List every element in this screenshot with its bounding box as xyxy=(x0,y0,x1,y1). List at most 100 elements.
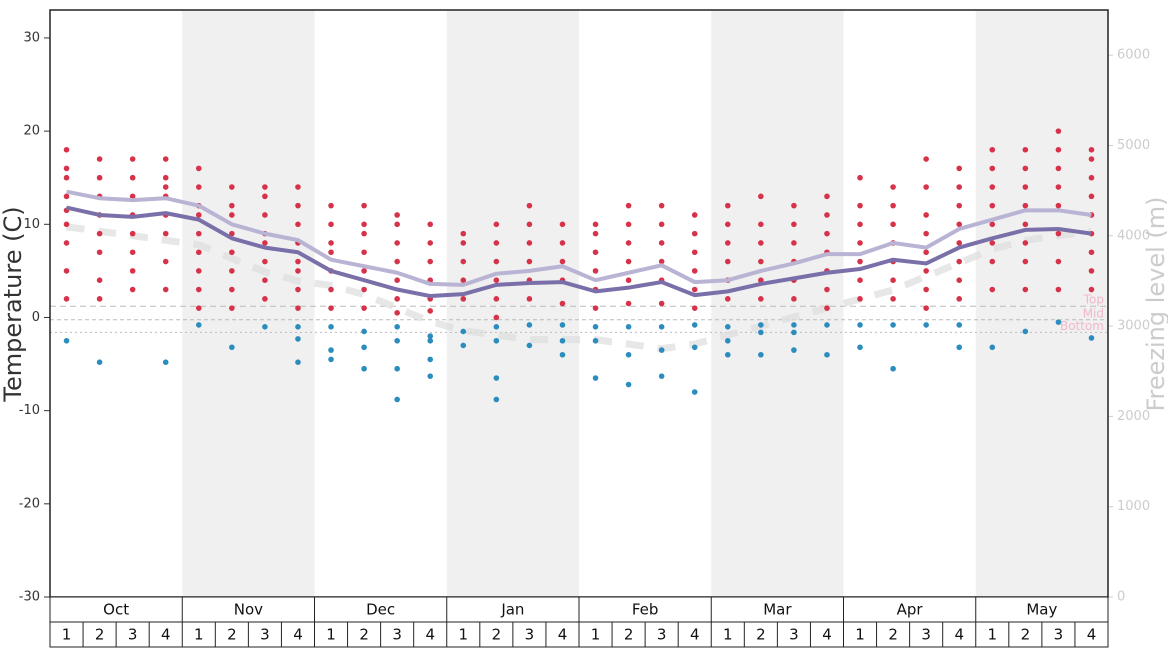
temperature-dot xyxy=(195,268,202,274)
temperature-dot xyxy=(724,258,731,265)
temperature-dot xyxy=(956,221,963,228)
temperature-dot xyxy=(989,184,996,190)
freezing-level-line xyxy=(66,223,1092,353)
week-label: 2 xyxy=(492,626,502,644)
temperature-dot xyxy=(361,365,367,372)
temperature-dot xyxy=(63,146,70,153)
temperature-dot xyxy=(956,296,963,302)
temperature-dot xyxy=(361,286,367,293)
temperature-dot xyxy=(394,240,400,246)
month-label: Oct xyxy=(103,601,129,619)
temperature-dot xyxy=(956,165,963,172)
week-label: 1 xyxy=(855,626,865,644)
temperature-dot xyxy=(229,286,235,293)
temperature-dot xyxy=(394,396,400,403)
y2-tick-label: 5000 xyxy=(1117,138,1150,153)
temperature-dot xyxy=(427,258,434,265)
temperature-dot xyxy=(592,230,599,237)
temperature-dot xyxy=(758,193,764,200)
week-label: 3 xyxy=(392,626,402,644)
temperature-dot xyxy=(129,174,136,181)
temperature-dot xyxy=(559,258,566,265)
temperature-dot xyxy=(1088,268,1095,274)
temperature-dot xyxy=(758,296,764,302)
temperature-dot xyxy=(394,365,400,372)
month-label: Nov xyxy=(234,601,263,619)
temperature-dot xyxy=(758,221,764,228)
temperature-dot xyxy=(857,296,863,302)
week-label: 1 xyxy=(591,626,601,644)
temperature-dot xyxy=(394,212,400,218)
temperature-dot xyxy=(460,258,467,265)
temperature-dot xyxy=(460,240,467,246)
temperature-dot xyxy=(493,314,500,321)
temperature-dot xyxy=(493,323,500,330)
temperature-dot xyxy=(129,156,136,162)
temperature-dot xyxy=(890,202,896,209)
temperature-dot xyxy=(460,342,467,349)
temperature-dot xyxy=(890,221,896,228)
temperature-dot xyxy=(427,337,434,344)
temperature-line xyxy=(66,189,1092,287)
temperature-dot xyxy=(195,165,202,172)
temperature-dot xyxy=(162,184,169,190)
temperature-dot xyxy=(923,305,929,311)
y2-tick-label: 6000 xyxy=(1117,48,1150,63)
week-label: 4 xyxy=(1087,626,1097,644)
temperature-dot xyxy=(361,202,367,209)
temperature-dot xyxy=(658,300,665,307)
temperature-dot xyxy=(758,322,764,328)
temperature-dot xyxy=(1088,249,1095,256)
temperature-dot xyxy=(295,305,301,311)
temperature-dot xyxy=(989,165,996,172)
temperature-dot xyxy=(129,249,136,256)
temperature-dot xyxy=(229,249,235,256)
temperature-dot xyxy=(394,337,400,344)
temperature-dot xyxy=(625,221,632,228)
temperature-dot xyxy=(956,258,963,265)
temperature-dot xyxy=(1022,202,1029,209)
temperature-dot xyxy=(162,156,169,162)
temperature-dot xyxy=(758,329,764,336)
temperature-dot xyxy=(361,344,367,351)
temperature-dot xyxy=(1022,165,1029,172)
temperature-dot xyxy=(162,286,169,293)
temperature-dot xyxy=(162,359,169,366)
temperature-dot xyxy=(658,221,665,228)
temperature-dot xyxy=(1055,202,1062,209)
temperature-dot xyxy=(460,230,467,237)
week-label: 2 xyxy=(359,626,369,644)
temperature-dot xyxy=(989,202,996,209)
temperature-dot xyxy=(625,351,632,358)
temperature-dot xyxy=(1088,146,1095,153)
temperature-line xyxy=(66,205,1092,299)
temperature-dot xyxy=(592,323,599,330)
temperature-dot xyxy=(658,240,665,246)
temperature-dot xyxy=(361,221,367,228)
temperature-dot xyxy=(989,286,996,293)
temperature-dot xyxy=(526,240,533,246)
temperature-dot xyxy=(129,268,136,274)
week-label: 2 xyxy=(888,626,898,644)
temperature-dot xyxy=(229,230,235,237)
temperature-dot xyxy=(658,202,665,209)
temperature-dot xyxy=(394,323,400,330)
temperature-dot xyxy=(724,240,731,246)
temperature-dot xyxy=(262,277,268,284)
temperature-dot xyxy=(328,240,334,246)
temperature-dot xyxy=(361,305,367,311)
temperature-dot xyxy=(262,240,268,246)
temperature-dot xyxy=(1055,146,1062,153)
temperature-dot xyxy=(989,344,996,351)
week-label: 1 xyxy=(326,626,336,644)
month-label: Dec xyxy=(366,601,395,619)
temperature-dot xyxy=(956,202,963,209)
temperature-dot xyxy=(1022,146,1029,153)
elevation-label: Bottom xyxy=(1060,319,1104,333)
temperature-dot xyxy=(63,221,70,228)
temperature-dot xyxy=(361,268,367,274)
temperature-dot xyxy=(857,174,863,181)
temperature-dot xyxy=(295,258,301,265)
month-band xyxy=(446,10,579,597)
temperature-dot xyxy=(923,249,929,256)
